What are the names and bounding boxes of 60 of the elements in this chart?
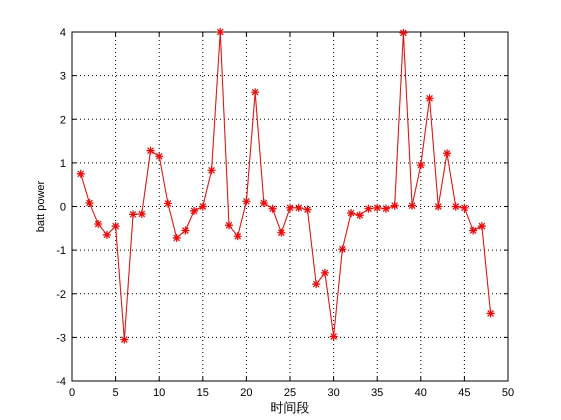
point — [111, 222, 120, 231]
point — [276, 228, 286, 238]
y-tick-label: 3 — [60, 70, 66, 83]
point — [294, 203, 304, 212]
point — [407, 201, 417, 210]
point — [206, 166, 216, 175]
point — [224, 220, 234, 230]
point — [268, 204, 278, 214]
y-tick-label: -4 — [56, 376, 66, 388]
point — [84, 198, 94, 208]
point — [163, 198, 173, 208]
x-tick-label: 25 — [284, 387, 296, 399]
point — [172, 233, 182, 243]
point — [120, 334, 129, 344]
point — [312, 280, 321, 289]
y-tick-label: -3 — [56, 332, 66, 344]
x-tick-label: 30 — [327, 387, 340, 399]
y-tick-label: 1 — [60, 158, 66, 170]
y-axis-title: batt power — [35, 180, 47, 232]
x-tick-label: 40 — [414, 387, 427, 399]
point — [302, 204, 312, 214]
point — [102, 230, 112, 240]
point — [259, 198, 268, 208]
y-tick-label: -1 — [56, 245, 66, 258]
point — [460, 203, 469, 212]
point — [434, 202, 443, 212]
point — [94, 219, 103, 229]
point — [250, 88, 260, 97]
x-tick-label: 15 — [196, 387, 209, 399]
point — [320, 268, 330, 278]
point — [398, 28, 408, 38]
x-tick-label: 5 — [112, 387, 119, 399]
point — [180, 226, 190, 236]
point — [146, 146, 156, 156]
point — [424, 94, 434, 103]
point — [216, 27, 225, 37]
x-tick-label: 35 — [371, 387, 384, 399]
y-tick-label: 2 — [60, 114, 66, 126]
point — [355, 210, 364, 220]
point — [451, 202, 460, 212]
x-tick-label: 10 — [153, 387, 166, 399]
y-tick-label: 4 — [60, 27, 66, 39]
point — [329, 332, 338, 342]
point — [154, 152, 164, 161]
point — [338, 244, 347, 254]
x-tick-label: 20 — [240, 387, 253, 399]
y-tick-label: 0 — [60, 202, 66, 214]
point — [486, 308, 496, 318]
point — [442, 148, 452, 158]
x-tick-label: 50 — [502, 387, 514, 399]
point — [346, 208, 356, 218]
x-tick-label: 45 — [458, 387, 471, 399]
y-tick-label: -2 — [56, 288, 66, 301]
point — [416, 160, 426, 170]
point — [233, 232, 242, 241]
x-tick-label: 0 — [68, 387, 76, 399]
point — [76, 169, 86, 178]
point — [285, 203, 295, 212]
point — [242, 196, 251, 206]
x-axis-title: 时间段 — [270, 400, 310, 415]
